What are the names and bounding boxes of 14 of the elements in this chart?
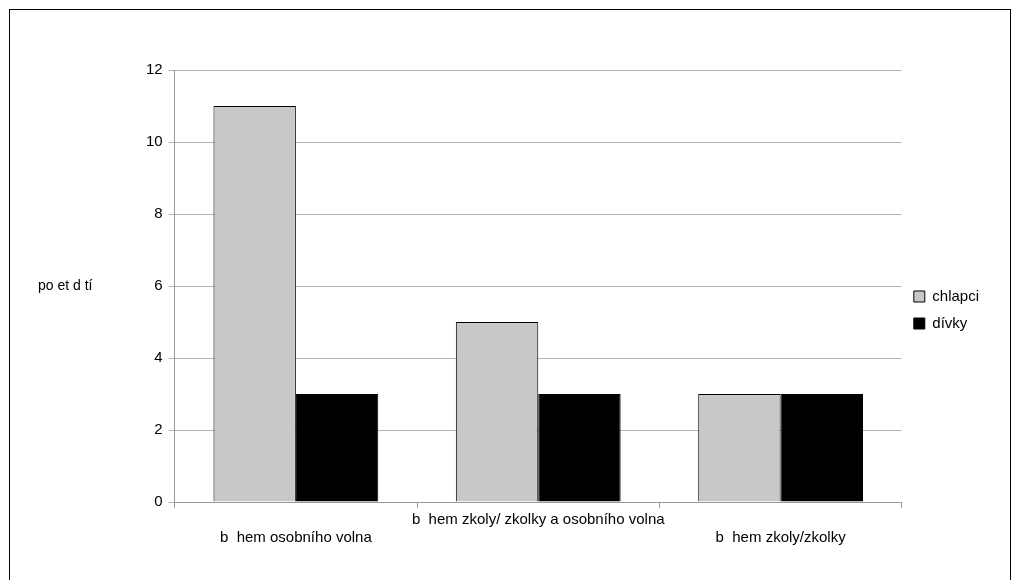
y-axis-title: po et d tí [38, 276, 93, 293]
x-tick-label: b hem osobního volna [219, 528, 373, 546]
y-tick-label: 0 [154, 492, 163, 510]
x-tick-label: b hem zkoly/zkolky [715, 528, 847, 546]
legend-label: dívky [932, 313, 968, 331]
x-tick-label: b hem zkoly/ zkolky a osobního volna [411, 510, 666, 528]
bar [295, 394, 379, 502]
y-tick-label: 8 [154, 204, 163, 222]
y-tick-label: 6 [154, 276, 163, 294]
y-tick-label: 12 [146, 60, 163, 78]
legend-label: chlapci [932, 286, 980, 304]
y-tick-label: 10 [146, 132, 163, 150]
y-tick-label: 4 [154, 348, 163, 366]
y-tick-label: 2 [154, 420, 163, 438]
